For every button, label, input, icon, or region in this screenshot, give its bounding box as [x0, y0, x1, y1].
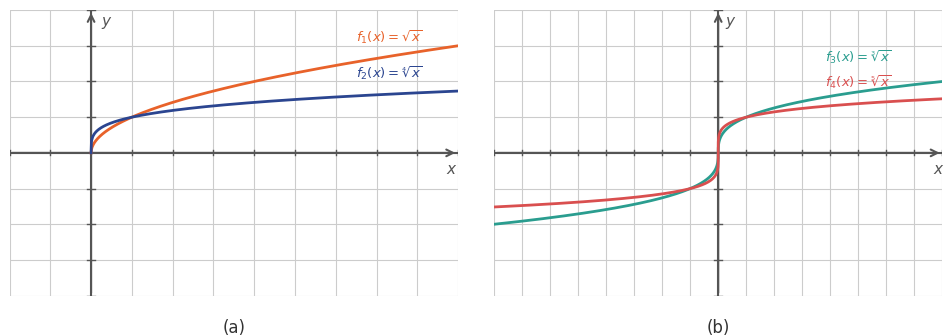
Text: $f_2(x) = \sqrt[4]{x}$: $f_2(x) = \sqrt[4]{x}$	[356, 64, 423, 82]
Text: y: y	[101, 14, 110, 29]
Text: y: y	[725, 14, 734, 29]
Text: x: x	[934, 162, 942, 177]
Text: $f_3(x) = \sqrt[3]{x}$: $f_3(x) = \sqrt[3]{x}$	[824, 48, 892, 66]
Text: $f_4(x) = \sqrt[5]{x}$: $f_4(x) = \sqrt[5]{x}$	[824, 73, 892, 91]
Text: $f_1(x) = \sqrt{x}$: $f_1(x) = \sqrt{x}$	[356, 29, 423, 46]
Text: x: x	[446, 162, 455, 177]
Text: (b): (b)	[706, 319, 730, 336]
Text: (a): (a)	[222, 319, 246, 336]
